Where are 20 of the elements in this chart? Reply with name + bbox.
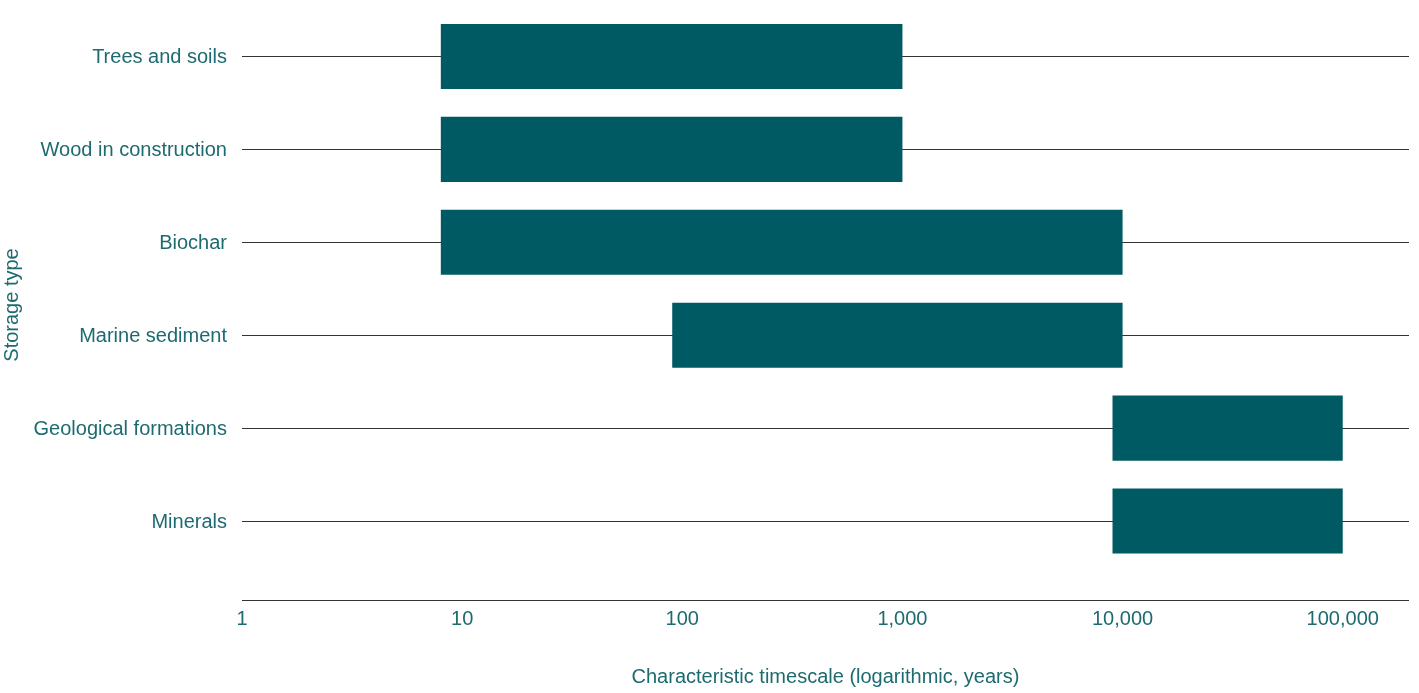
- x-tick-label: 10: [451, 607, 474, 629]
- x-tick-label: 1: [236, 607, 248, 629]
- bar: [440, 116, 903, 182]
- y-tick-label: Wood in construction: [40, 138, 227, 161]
- x-tick-label: 100,000: [1306, 607, 1379, 629]
- bar: [672, 302, 1123, 368]
- x-tick-label: 100: [665, 607, 699, 629]
- y-tick-label: Marine sediment: [79, 324, 228, 347]
- y-axis-title: Storage type: [0, 248, 22, 362]
- y-tick-label: Trees and soils: [92, 45, 227, 68]
- y-tick-label: Minerals: [151, 510, 227, 533]
- bar: [1112, 395, 1343, 461]
- bar: [440, 23, 903, 89]
- bar: [440, 209, 1123, 275]
- y-tick-label: Geological formations: [33, 417, 227, 440]
- x-tick-label: 10,000: [1091, 607, 1154, 629]
- x-axis-title: Characteristic timescale (logarithmic, years): [631, 664, 1020, 687]
- x-tick-label: 1,000: [877, 607, 928, 629]
- y-tick-label: Biochar: [159, 231, 228, 254]
- bar: [1112, 488, 1343, 554]
